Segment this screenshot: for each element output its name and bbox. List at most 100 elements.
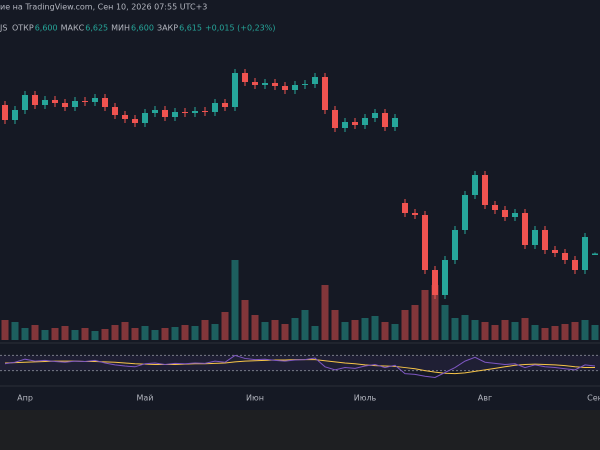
candle-body — [442, 260, 448, 295]
candle-body — [142, 113, 148, 123]
volume-bar — [21, 328, 29, 340]
chart-background — [0, 0, 600, 410]
candle-body — [22, 95, 28, 110]
volume-bar — [251, 315, 259, 340]
candle-body — [112, 107, 118, 115]
volume-bar — [541, 328, 549, 340]
volume-bar — [511, 322, 519, 340]
ohlc-label: МАКС — [61, 24, 85, 33]
candle-body — [562, 253, 568, 260]
volume-bar — [501, 320, 509, 340]
volume-bar — [191, 326, 199, 340]
volume-bar — [241, 300, 249, 340]
footer-background — [0, 410, 600, 450]
volume-bar — [301, 310, 309, 340]
candle-body — [102, 98, 108, 107]
volume-bar — [521, 318, 529, 340]
volume-bar — [111, 325, 119, 340]
volume-bar — [391, 324, 399, 340]
candle-body — [472, 175, 478, 195]
volume-bar — [71, 330, 79, 340]
volume-bar — [131, 328, 139, 340]
volume-bar — [1, 320, 9, 340]
price-change: +0,015 (+0,23%) — [205, 24, 276, 33]
candle-body — [382, 113, 388, 127]
volume-bar — [41, 330, 49, 340]
candle-body — [52, 100, 58, 103]
candle-body — [452, 230, 458, 260]
candle-body — [2, 105, 8, 120]
candle-body — [262, 83, 268, 85]
candle-body — [292, 85, 298, 90]
candle-body — [322, 77, 328, 110]
x-tick-label: Июль — [354, 394, 377, 403]
candle-body — [12, 110, 18, 120]
volume-bar — [361, 318, 369, 340]
volume-bar — [91, 331, 99, 340]
volume-bar — [561, 324, 569, 340]
ohlc-legend: ОТКР 6,600 МАКС 6,625 МИН 6,600 ЗАКР 6,615 +0,01… — [12, 24, 275, 33]
volume-bar — [261, 322, 269, 340]
volume-bar — [421, 290, 429, 340]
volume-bar — [481, 322, 489, 340]
volume-bar — [461, 315, 469, 340]
volume-bar — [331, 310, 339, 340]
candle-body — [402, 203, 408, 213]
candle-body — [152, 110, 158, 113]
volume-bar — [51, 328, 59, 340]
candle-body — [32, 95, 38, 105]
caption: ие на TradingView.com, Сен 10, 2026 07:5… — [0, 3, 207, 12]
candle-body — [482, 175, 488, 205]
volume-bar — [571, 322, 579, 340]
volume-bar — [551, 326, 559, 340]
candle-body — [512, 213, 518, 217]
volume-bar — [121, 322, 129, 340]
volume-bar — [231, 260, 239, 340]
volume-bar — [201, 320, 209, 340]
ohlc-value: 6,625 — [85, 24, 108, 33]
candle-body — [582, 237, 588, 270]
volume-bar — [531, 325, 539, 340]
volume-bar — [11, 322, 19, 340]
x-tick-label: Апр — [17, 394, 33, 403]
candle-body — [132, 119, 138, 123]
volume-bar — [141, 326, 149, 340]
candle-body — [362, 118, 368, 125]
volume-bar — [401, 310, 409, 340]
ohlc-value: 6,600 — [131, 24, 154, 33]
x-tick-label: Авг — [478, 394, 492, 403]
volume-bar — [101, 329, 109, 340]
candle-body — [412, 213, 418, 215]
volume-bar — [471, 320, 479, 340]
candle-body — [392, 118, 398, 127]
candle-body — [312, 77, 318, 84]
volume-bar — [171, 327, 179, 340]
candle-body — [62, 103, 68, 107]
candle-body — [72, 101, 78, 107]
ohlc-label: ЗАКР — [157, 24, 178, 33]
candle-body — [502, 210, 508, 217]
volume-bar — [281, 324, 289, 340]
candle-body — [82, 101, 88, 102]
volume-bar — [351, 320, 359, 340]
candle-body — [572, 260, 578, 270]
volume-bar — [341, 322, 349, 340]
rsi-line — [4, 354, 596, 378]
candle-body — [252, 82, 258, 85]
x-tick-label: Сен — [587, 394, 600, 403]
candle-body — [542, 230, 548, 250]
volume-bar — [591, 325, 599, 340]
candle-body — [372, 113, 378, 118]
candle-body — [232, 73, 238, 107]
volume-bar — [311, 326, 319, 340]
candle-body — [202, 111, 208, 112]
volume-bar — [151, 330, 159, 340]
ohlc-value: 6,615 — [179, 24, 202, 33]
candle-body — [122, 115, 128, 119]
candle-body — [222, 103, 228, 107]
volume-bar — [211, 324, 219, 340]
ohlc-label: ОТКР — [12, 24, 34, 33]
candle-body — [212, 103, 218, 112]
ohlc-value: 6,600 — [35, 24, 58, 33]
